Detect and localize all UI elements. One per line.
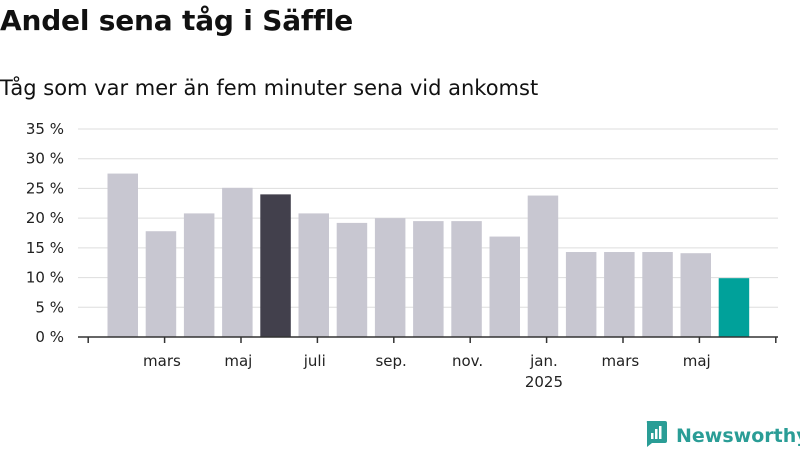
- x-tick-year-label: 2025: [525, 373, 563, 391]
- bar-2025-03: [604, 252, 635, 337]
- x-tick-label: mars: [601, 352, 639, 370]
- newsworthy-brand: Newsworthy: [644, 420, 800, 452]
- chart-subtitle: Tåg som var mer än fem minuter sena vid …: [0, 76, 539, 100]
- bars: [107, 173, 750, 337]
- bar-2024-08: [336, 222, 368, 337]
- y-tick-label: 0 %: [35, 328, 64, 346]
- y-tick-label: 35 %: [26, 120, 64, 138]
- chart-title: Andel sena tåg i Säffle: [0, 4, 354, 37]
- bar-2025-06: [718, 278, 750, 337]
- brand-name: Newsworthy: [676, 425, 800, 447]
- x-tick-label: jan.: [529, 352, 558, 370]
- y-tick-label: 10 %: [26, 269, 64, 287]
- x-tick-label: nov.: [452, 352, 483, 370]
- bar-2024-03: [145, 231, 177, 337]
- bar-2024-11: [451, 221, 482, 337]
- x-tick-label: juli: [303, 352, 326, 370]
- y-tick-label: 20 %: [26, 209, 64, 227]
- y-tick-label: 30 %: [26, 150, 64, 168]
- y-tick-label: 5 %: [35, 298, 64, 316]
- bar-2024-12: [489, 236, 520, 337]
- bar-2024-10: [413, 221, 444, 337]
- x-tick-label: maj: [683, 352, 711, 370]
- x-tick-label: sep.: [375, 352, 406, 370]
- x-tick-label: maj: [224, 352, 252, 370]
- bar-2024-06: [260, 194, 291, 337]
- bar-2024-05: [222, 187, 253, 337]
- bar-2025-02: [565, 252, 597, 337]
- bar-2025-01: [527, 195, 559, 337]
- bar-2024-09: [374, 218, 406, 337]
- bar-2025-05: [680, 253, 711, 337]
- bar-2024-04: [183, 213, 215, 337]
- bar-2025-04: [642, 252, 673, 337]
- bar-2024-07: [298, 213, 329, 337]
- x-tick-label: mars: [143, 352, 181, 370]
- bar-2024-02: [107, 173, 138, 337]
- y-tick-label: 15 %: [26, 239, 64, 257]
- newsworthy-logo-icon: [644, 420, 668, 452]
- y-tick-label: 25 %: [26, 179, 64, 197]
- x-axis: [78, 336, 778, 343]
- axis-labels: 0 % 5 % 10 % 15 % 20 % 25 % 30 % 35 % mars maj jul…: [26, 120, 711, 391]
